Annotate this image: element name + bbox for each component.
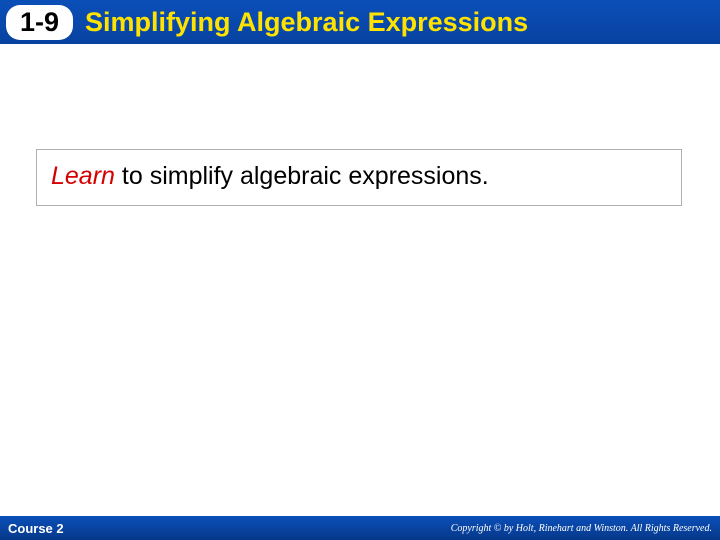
- lesson-number-badge: 1-9: [6, 5, 73, 40]
- objective-text: Learn to simplify algebraic expressions.: [51, 162, 667, 191]
- objective-rest: to simplify algebraic expressions.: [115, 162, 489, 190]
- copyright-label: Copyright © by Holt, Rinehart and Winsto…: [451, 523, 712, 534]
- learn-word: Learn: [51, 162, 115, 190]
- footer-bar: Course 2 Copyright © by Holt, Rinehart a…: [0, 516, 720, 540]
- header-bar: 1-9 Simplifying Algebraic Expressions: [0, 0, 720, 44]
- course-label: Course 2: [8, 521, 64, 536]
- objective-box: Learn to simplify algebraic expressions.: [36, 149, 682, 206]
- header-title: Simplifying Algebraic Expressions: [85, 7, 528, 38]
